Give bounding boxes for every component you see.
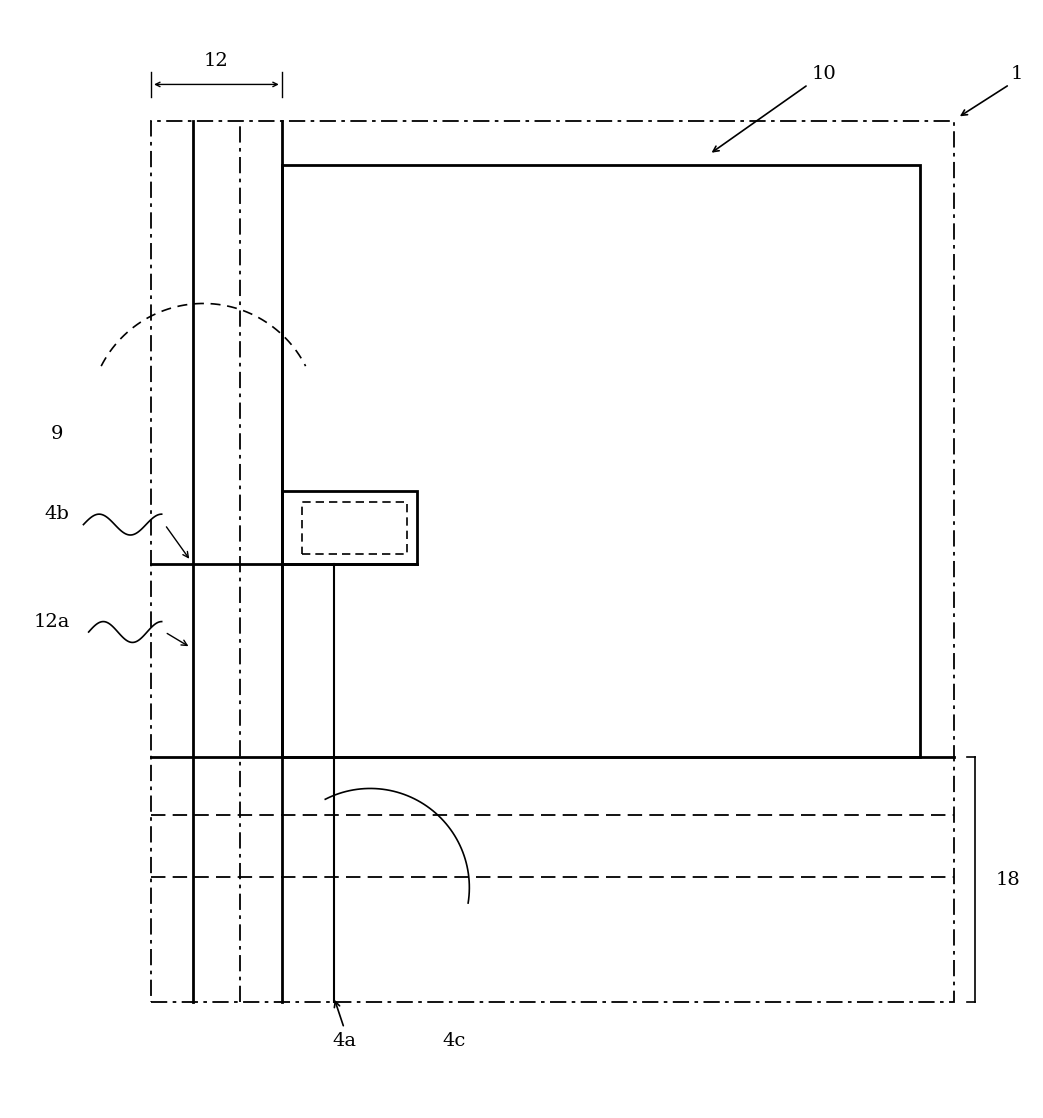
Text: 12: 12 xyxy=(204,53,228,70)
Text: 12a: 12a xyxy=(34,613,70,631)
Text: 10: 10 xyxy=(811,65,836,83)
Bar xyxy=(282,164,920,757)
Bar xyxy=(151,121,954,1002)
Text: 4b: 4b xyxy=(45,505,70,523)
Bar xyxy=(302,502,407,553)
Text: 18: 18 xyxy=(996,871,1021,889)
Text: 9: 9 xyxy=(51,425,64,443)
Bar xyxy=(282,491,417,565)
Text: 1: 1 xyxy=(1011,65,1023,83)
Text: 4a: 4a xyxy=(332,1032,357,1050)
Text: 4c: 4c xyxy=(442,1032,465,1050)
